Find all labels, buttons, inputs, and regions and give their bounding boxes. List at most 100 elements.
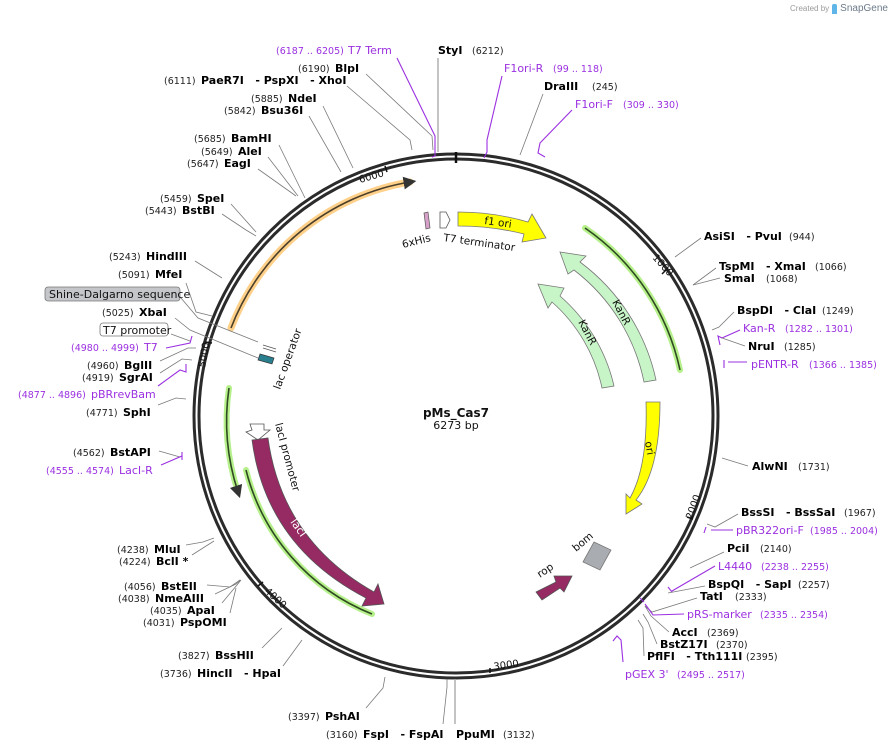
orf-arc-green-left-inner[interactable] [243,467,375,617]
svg-text:(4980 .. 4999): (4980 .. 4999) [71,343,139,354]
svg-text:BstZ17I: BstZ17I [660,638,708,651]
svg-text:ori: ori [642,440,656,456]
primer-pentrr[interactable]: pENTR-R (1366 .. 1385) [723,358,877,371]
svg-text:(2495 .. 2517): (2495 .. 2517) [677,670,745,681]
kanr-inner-feature[interactable]: KanR [537,283,615,389]
svg-text:T7 Term: T7 Term [347,44,392,57]
orf-arc-green-right[interactable] [582,225,683,373]
svg-text:(2369): (2369) [707,628,739,639]
enzyme-mfei[interactable]: (5091) MfeI [118,268,213,317]
svg-text:T7 terminator: T7 terminator [442,232,517,254]
enzyme-nmeaiii[interactable]: (4038) NmeAIII [118,579,242,605]
enzyme-bsssi[interactable]: BssSI - BssSaI (1967) [706,506,876,528]
orf-arc-orange[interactable] [227,176,417,332]
primer-f1orir[interactable]: F1ori-R (99 .. 118) [483,62,603,159]
enzyme-fspi[interactable]: (3160) FspI - FspAI [326,679,448,741]
backbone [192,152,720,680]
enzyme-bspdi[interactable]: BspDI - ClaI (1249) [711,304,854,331]
f1-ori-feature[interactable]: f1 ori [457,211,547,243]
enzyme-mlui[interactable]: (4238) MluI [117,537,215,556]
svg-text:Bsu36I: Bsu36I [261,104,303,117]
enzyme-alei[interactable]: (5649) AleI [201,145,299,197]
enzyme-eagi[interactable]: (5647) EagI [187,157,297,197]
svg-text:BglII: BglII [124,359,152,372]
his6-feature[interactable]: 6xHis [401,211,432,251]
orf-arc-green-left-outer[interactable] [223,385,243,499]
svg-text:PspOMI: PspOMI [180,616,227,629]
primer-t7[interactable]: (4980 .. 4999) T7 [71,335,193,354]
svg-text:3000: 3000 [493,659,520,673]
enzyme-bstz17i[interactable]: BstZ17I (2370) [642,613,748,651]
primer-f1orif[interactable]: F1ori-F (309 .. 330) [537,98,679,158]
svg-text:NruI: NruI [748,340,775,353]
bom-feature[interactable]: bom [570,530,612,571]
svg-text:(5685): (5685) [194,134,226,145]
enzyme-tspmi[interactable]: TspMI - XmaI (1066) [692,260,847,286]
enzyme-pflfi[interactable]: PflFI - Tth111I (2395) [637,619,778,663]
svg-text:Kan-R: Kan-R [743,322,776,335]
lac-operator-feature[interactable]: lac operator [257,326,305,391]
enzyme-bstapi[interactable]: (4562) BstAPI [73,446,181,459]
enzyme-bsshii[interactable]: (3827) BssHII [178,627,283,662]
primer-pgex3[interactable]: pGEX 3' (2495 .. 2517) [612,635,745,681]
enzyme-smai[interactable]: SmaI (1068) [692,272,798,286]
enzyme-bstbi[interactable]: (5443) BstBI [145,204,257,237]
enzyme-ppumi[interactable]: PpuMI (3132) [454,679,535,741]
enzyme-alwni[interactable]: AlwNI (1731) [721,457,830,473]
svg-text:(4031): (4031) [143,618,175,629]
svg-text:(1285): (1285) [784,342,816,353]
boxed-shine-dalgarno[interactable]: Shine-Dalgarno sequence [44,286,259,343]
svg-text:6xHis: 6xHis [401,232,432,251]
credit-brand: SnapGene [840,3,888,14]
svg-text:(2333): (2333) [735,592,767,603]
svg-text:NdeI: NdeI [288,92,317,105]
svg-text:(99 .. 118): (99 .. 118) [553,64,603,75]
svg-text:F1ori-R: F1ori-R [504,62,544,75]
svg-text:(4562): (4562) [73,448,105,459]
enzyme-bsu36i[interactable]: (5842) Bsu36I [224,104,342,173]
enzyme-nrui[interactable]: NruI (1285) [721,337,816,353]
svg-text:T7: T7 [143,341,158,354]
svg-text:BssHII: BssHII [215,649,254,662]
primer-lacir[interactable]: (4555 .. 4574) LacI-R [46,452,183,477]
enzyme-pshai[interactable]: (3397) PshAI [288,676,386,723]
enzyme-pcii[interactable]: PciI (2140) [689,542,792,569]
enzyme-apai[interactable]: (4035) ApaI [150,579,242,617]
enzyme-hincii[interactable]: (3736) HincII - HpaI [160,639,303,680]
enzyme-styi[interactable]: StyI (6212) [437,44,504,152]
svg-text:pBR322ori-F: pBR322ori-F [736,524,804,537]
svg-text:(2335 .. 2354): (2335 .. 2354) [760,610,828,621]
svg-text:5000: 5000 [197,342,212,369]
enzyme-sphi[interactable]: (4771) SphI [86,397,187,419]
enzyme-spei[interactable]: (5459) SpeI [160,192,257,233]
svg-text:(5091): (5091) [118,270,150,281]
enzyme-acci[interactable]: AccI (2369) [644,605,739,639]
svg-text:(1282 .. 1301): (1282 .. 1301) [785,324,853,335]
primer-prsmarker[interactable]: pRS-marker (2335 .. 2354) [639,597,828,621]
enzyme-paer7i[interactable]: (6111) PaeR7I - PspXI - XhoI [164,74,413,151]
enzyme-bcli[interactable]: (4224) BclI * [119,540,215,568]
boxed-t7-promoter[interactable]: T7 promoter [99,322,191,342]
enzyme-bglii[interactable]: (4960) BglII [87,347,196,372]
ori-feature[interactable]: ori [625,401,661,515]
primer-pbrrevbam[interactable]: (4877 .. 4896) pBRrevBam [18,364,187,401]
enzyme-bspqi[interactable]: BspQI - SapI (2257) [667,578,830,594]
primer-pbr322orif[interactable]: pBR322ori-F (1985 .. 2004) [703,524,878,537]
enzyme-ndei[interactable]: (5885) NdeI [251,92,354,169]
svg-text:(4224): (4224) [119,557,151,568]
enzyme-xbai[interactable]: (5025) XbaI [102,306,259,359]
primer-kanr[interactable]: Kan-R (1282 .. 1301) [717,322,853,346]
svg-text:BspDI - ClaI: BspDI - ClaI [737,304,816,317]
svg-text:(5025): (5025) [102,308,134,319]
enzyme-asisi[interactable]: AsiSI - PvuI (944) [674,230,815,258]
enzyme-hindiii[interactable]: (5243) HindIII [109,250,223,279]
enzyme-pspomi[interactable]: (4031) PspOMI [143,587,237,629]
primer-t7term[interactable]: (6187 .. 6205) T7 Term [276,44,436,158]
enzyme-draiii[interactable]: DraIII (245) [519,80,618,156]
enzyme-blpi[interactable]: (6190) BlpI [298,62,434,151]
rop-feature[interactable]: rop [535,561,573,601]
enzyme-sgrai[interactable]: (4919) SgrAI [82,358,193,384]
enzyme-bamhi[interactable]: (5685) BamHI [194,132,306,199]
svg-text:rop: rop [535,561,556,581]
primer-l4440[interactable]: L4440 (2238 .. 2255) [667,560,829,593]
